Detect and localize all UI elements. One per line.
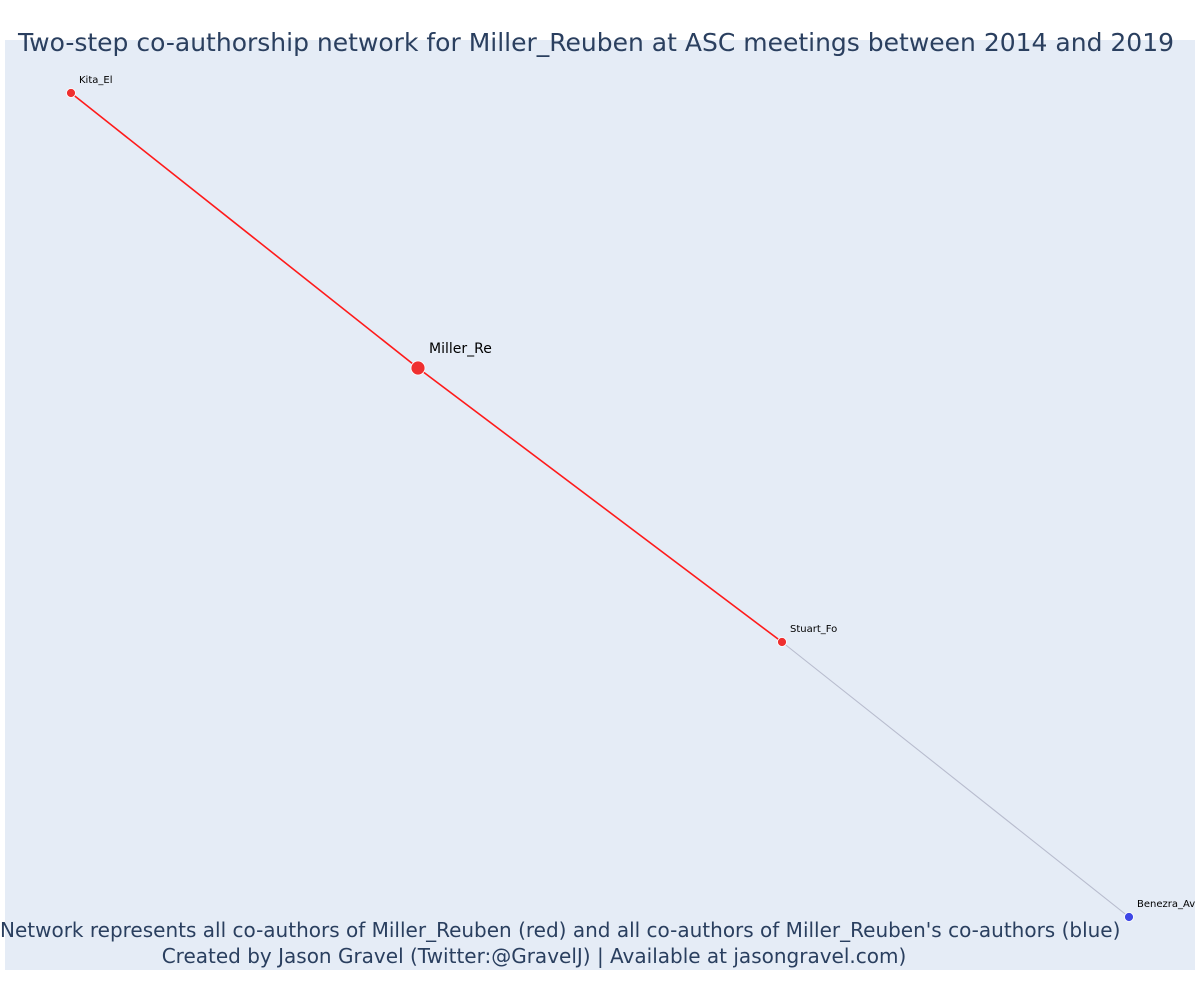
node-label-Kita_El: Kita_El	[79, 75, 112, 86]
edge-Miller_Re-Stuart_Fo	[417, 367, 783, 643]
caption-credit: Created by Jason Gravel (Twitter:@Gravel…	[161, 944, 907, 968]
caption-description: Network represents all co-authors of Mil…	[0, 918, 1121, 942]
labels-layer: Miller_Re Kita_El Stuart_Fo Benezra_Av	[79, 75, 1195, 910]
nodes-layer	[66, 88, 1134, 922]
node-Benezra_Av[interactable]	[1124, 912, 1134, 922]
node-label-Stuart_Fo: Stuart_Fo	[790, 624, 837, 635]
node-Stuart_Fo[interactable]	[777, 637, 787, 647]
node-Miller_Re[interactable]	[410, 360, 426, 376]
node-Kita_El[interactable]	[66, 88, 76, 98]
node-label-Benezra_Av: Benezra_Av	[1137, 899, 1195, 910]
edge-Stuart_Fo-Benezra_Av	[781, 641, 1130, 918]
node-label-Miller_Re: Miller_Re	[429, 341, 492, 357]
edge-Kita_El-Miller_Re	[70, 92, 419, 369]
chart-title: Two-step co-authorship network for Mille…	[17, 28, 1175, 57]
edges-layer	[70, 92, 1130, 918]
